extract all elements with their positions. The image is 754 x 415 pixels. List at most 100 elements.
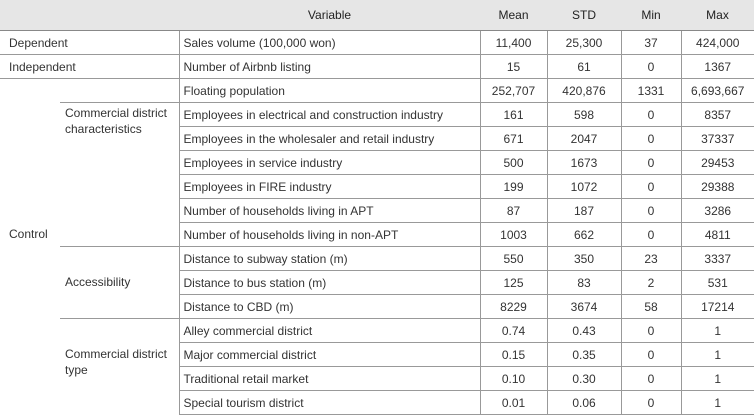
std-cell: 662 xyxy=(546,222,621,247)
table-row: Employees in the wholesaler and retail i… xyxy=(0,126,754,151)
header-group xyxy=(0,0,60,31)
variable-cell: Alley commercial district xyxy=(178,318,480,343)
min-cell: 0 xyxy=(620,174,681,199)
max-cell: 1 xyxy=(680,390,754,415)
min-cell: 2 xyxy=(620,270,681,295)
min-cell: 0 xyxy=(620,54,681,79)
min-cell: 58 xyxy=(620,294,681,319)
mean-cell: 15 xyxy=(479,54,547,79)
max-cell: 424,000 xyxy=(680,30,754,55)
table-row: Traditional retail market 0.10 0.30 0 1 xyxy=(0,366,754,391)
header-mean: Mean xyxy=(480,0,547,31)
variable-cell: Distance to bus station (m) xyxy=(178,270,480,295)
min-cell: 0 xyxy=(620,342,681,367)
header-std: STD xyxy=(547,0,621,31)
min-cell: 0 xyxy=(620,198,681,223)
std-cell: 25,300 xyxy=(546,30,621,55)
table-row: Commercial district characteristics Empl… xyxy=(0,102,754,247)
header-min: Min xyxy=(621,0,681,31)
std-cell: 0.06 xyxy=(546,390,621,415)
mean-cell: 125 xyxy=(479,270,547,295)
std-cell: 598 xyxy=(546,102,621,127)
role-dependent: Dependent xyxy=(9,35,68,50)
subgroup-commercial-cell: Commercial district characteristics xyxy=(60,102,179,247)
table-row: Employees in FIRE industry 199 1072 0 29… xyxy=(0,174,754,199)
table-row: Control Floating population 252,707 420,… xyxy=(0,78,754,241)
table-row: Distance to bus station (m) 125 83 2 531 xyxy=(0,270,754,295)
mean-cell: 1003 xyxy=(479,222,547,247)
max-cell: 1 xyxy=(680,366,754,391)
std-cell: 350 xyxy=(546,246,621,271)
min-cell: 0 xyxy=(620,126,681,151)
min-cell: 37 xyxy=(620,30,681,55)
std-cell: 187 xyxy=(546,198,621,223)
max-cell: 1367 xyxy=(680,54,754,79)
table-row: Dependent Sales volume (100,000 won) 11,… xyxy=(0,30,754,55)
max-cell: 531 xyxy=(680,270,754,295)
max-cell: 4811 xyxy=(680,222,754,247)
max-cell: 1 xyxy=(680,318,754,343)
std-cell: 420,876 xyxy=(546,78,621,103)
variable-cell: Number of households living in APT xyxy=(178,198,480,223)
mean-cell: 161 xyxy=(479,102,547,127)
mean-cell: 0.74 xyxy=(479,318,547,343)
variable-cell: Traditional retail market xyxy=(178,366,480,391)
variable-cell: Employees in service industry xyxy=(178,150,480,175)
header-row: Variable Mean STD Min Max xyxy=(0,0,754,31)
max-cell: 8357 xyxy=(680,102,754,127)
variable-cell: Number of households living in non-APT xyxy=(178,222,480,247)
max-cell: 3286 xyxy=(680,198,754,223)
variable-cell: Major commercial district xyxy=(178,342,480,367)
min-cell: 0 xyxy=(620,102,681,127)
max-cell: 29388 xyxy=(680,174,754,199)
max-cell: 17214 xyxy=(680,294,754,319)
table-row: Number of households living in non-APT 1… xyxy=(0,222,754,247)
min-cell: 0 xyxy=(620,150,681,175)
std-cell: 0.43 xyxy=(546,318,621,343)
table-row: Major commercial district 0.15 0.35 0 1 xyxy=(0,342,754,367)
max-cell: 3337 xyxy=(680,246,754,271)
subgroup-blank xyxy=(60,78,179,103)
table-row: Commercial district type Alley commercia… xyxy=(0,318,754,377)
max-cell: 29453 xyxy=(680,150,754,175)
header-subgroup xyxy=(60,0,179,31)
role-control: Control xyxy=(9,227,48,241)
std-cell: 1072 xyxy=(546,174,621,199)
variable-cell: Floating population xyxy=(178,78,480,103)
mean-cell: 550 xyxy=(479,246,547,271)
min-cell: 0 xyxy=(620,222,681,247)
subgroup-district-type: Commercial district type xyxy=(65,347,168,377)
variable-cell: Employees in FIRE industry xyxy=(178,174,480,199)
subgroup-district-type-cell: Commercial district type xyxy=(60,319,179,415)
max-cell: 1 xyxy=(680,342,754,367)
min-cell: 1331 xyxy=(620,78,681,103)
control-group-cell: Control xyxy=(0,79,60,415)
min-cell: 0 xyxy=(620,390,681,415)
mean-cell: 11,400 xyxy=(479,30,547,55)
mean-cell: 87 xyxy=(479,198,547,223)
mean-cell: 199 xyxy=(479,174,547,199)
mean-cell: 500 xyxy=(479,150,547,175)
variable-cell: Distance to subway station (m) xyxy=(178,246,480,271)
subgroup-accessibility: Accessibility xyxy=(65,275,131,289)
min-cell: 23 xyxy=(620,246,681,271)
subgroup-commercial: Commercial district characteristics xyxy=(65,106,168,136)
std-cell: 0.30 xyxy=(546,366,621,391)
max-cell: 37337 xyxy=(680,126,754,151)
variable-cell: Special tourism district xyxy=(178,390,480,415)
table-row: Employees in service industry 500 1673 0… xyxy=(0,150,754,175)
mean-cell: 8229 xyxy=(479,294,547,319)
variable-cell: Sales volume (100,000 won) xyxy=(178,30,480,55)
std-cell: 1673 xyxy=(546,150,621,175)
table-row: Number of households living in APT 87 18… xyxy=(0,198,754,223)
table-row: Independent Number of Airbnb listing 15 … xyxy=(0,54,754,79)
subgroup-accessibility-cell: Accessibility xyxy=(60,246,179,319)
variable-cell: Employees in the wholesaler and retail i… xyxy=(178,126,480,151)
mean-cell: 671 xyxy=(479,126,547,151)
role-independent: Independent xyxy=(9,59,76,74)
std-cell: 0.35 xyxy=(546,342,621,367)
std-cell: 2047 xyxy=(546,126,621,151)
table-row: Distance to CBD (m) 8229 3674 58 17214 xyxy=(0,294,754,319)
mean-cell: 0.01 xyxy=(479,390,547,415)
